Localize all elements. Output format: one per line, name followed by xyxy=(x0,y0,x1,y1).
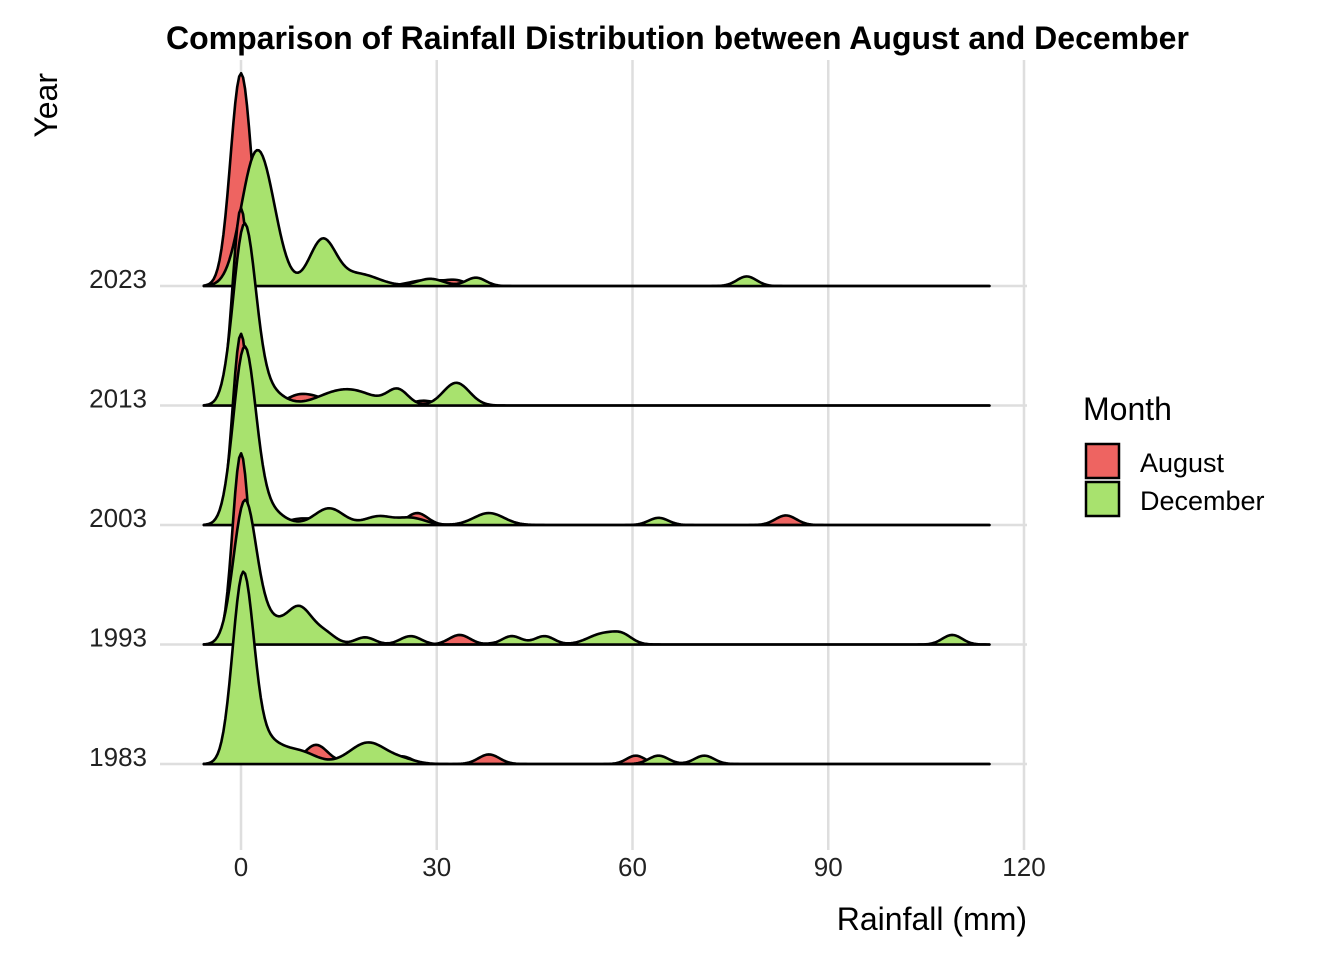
ridge-december-2023 xyxy=(202,148,991,288)
y-axis-ticks: 2023 2013 2003 1993 1983 xyxy=(89,264,147,772)
x-axis-title: Rainfall (mm) xyxy=(837,901,1027,937)
ridge-december-2013 xyxy=(202,222,991,407)
legend-label-august: August xyxy=(1140,448,1225,478)
legend-item-december[interactable]: December xyxy=(1084,480,1265,518)
y-tick-label-2023: 2023 xyxy=(89,264,147,294)
ridge-december-1983 xyxy=(202,570,991,766)
legend-swatch-december xyxy=(1084,480,1121,518)
y-tick-label-2003: 2003 xyxy=(89,503,147,533)
ridge-layer xyxy=(202,72,991,766)
legend-swatch-august xyxy=(1084,442,1121,480)
x-tick-label: 30 xyxy=(422,852,451,882)
x-tick-label: 0 xyxy=(234,852,248,882)
ridge-december-2003 xyxy=(202,345,991,527)
x-tick-label: 120 xyxy=(1002,852,1045,882)
legend-label-december: December xyxy=(1140,486,1265,516)
ridge-august-1993 xyxy=(202,452,991,646)
legend-title: Month xyxy=(1083,391,1172,427)
y-tick-label-1983: 1983 xyxy=(89,742,147,772)
x-axis-ticks: 0 30 60 90 120 xyxy=(234,852,1046,882)
legend: Month August December xyxy=(1083,391,1265,518)
ridge-august-2003 xyxy=(202,332,991,527)
y-tick-label-1993: 1993 xyxy=(89,623,147,653)
ridge-december-1993 xyxy=(202,498,991,646)
x-tick-label: 90 xyxy=(814,852,843,882)
y-tick-label-2013: 2013 xyxy=(89,384,147,414)
chart-title: Comparison of Rainfall Distribution betw… xyxy=(166,20,1189,56)
grid-layer xyxy=(160,60,1027,850)
y-axis-title: Year xyxy=(28,73,64,138)
x-tick-label: 60 xyxy=(618,852,647,882)
legend-item-august[interactable]: August xyxy=(1084,442,1225,480)
